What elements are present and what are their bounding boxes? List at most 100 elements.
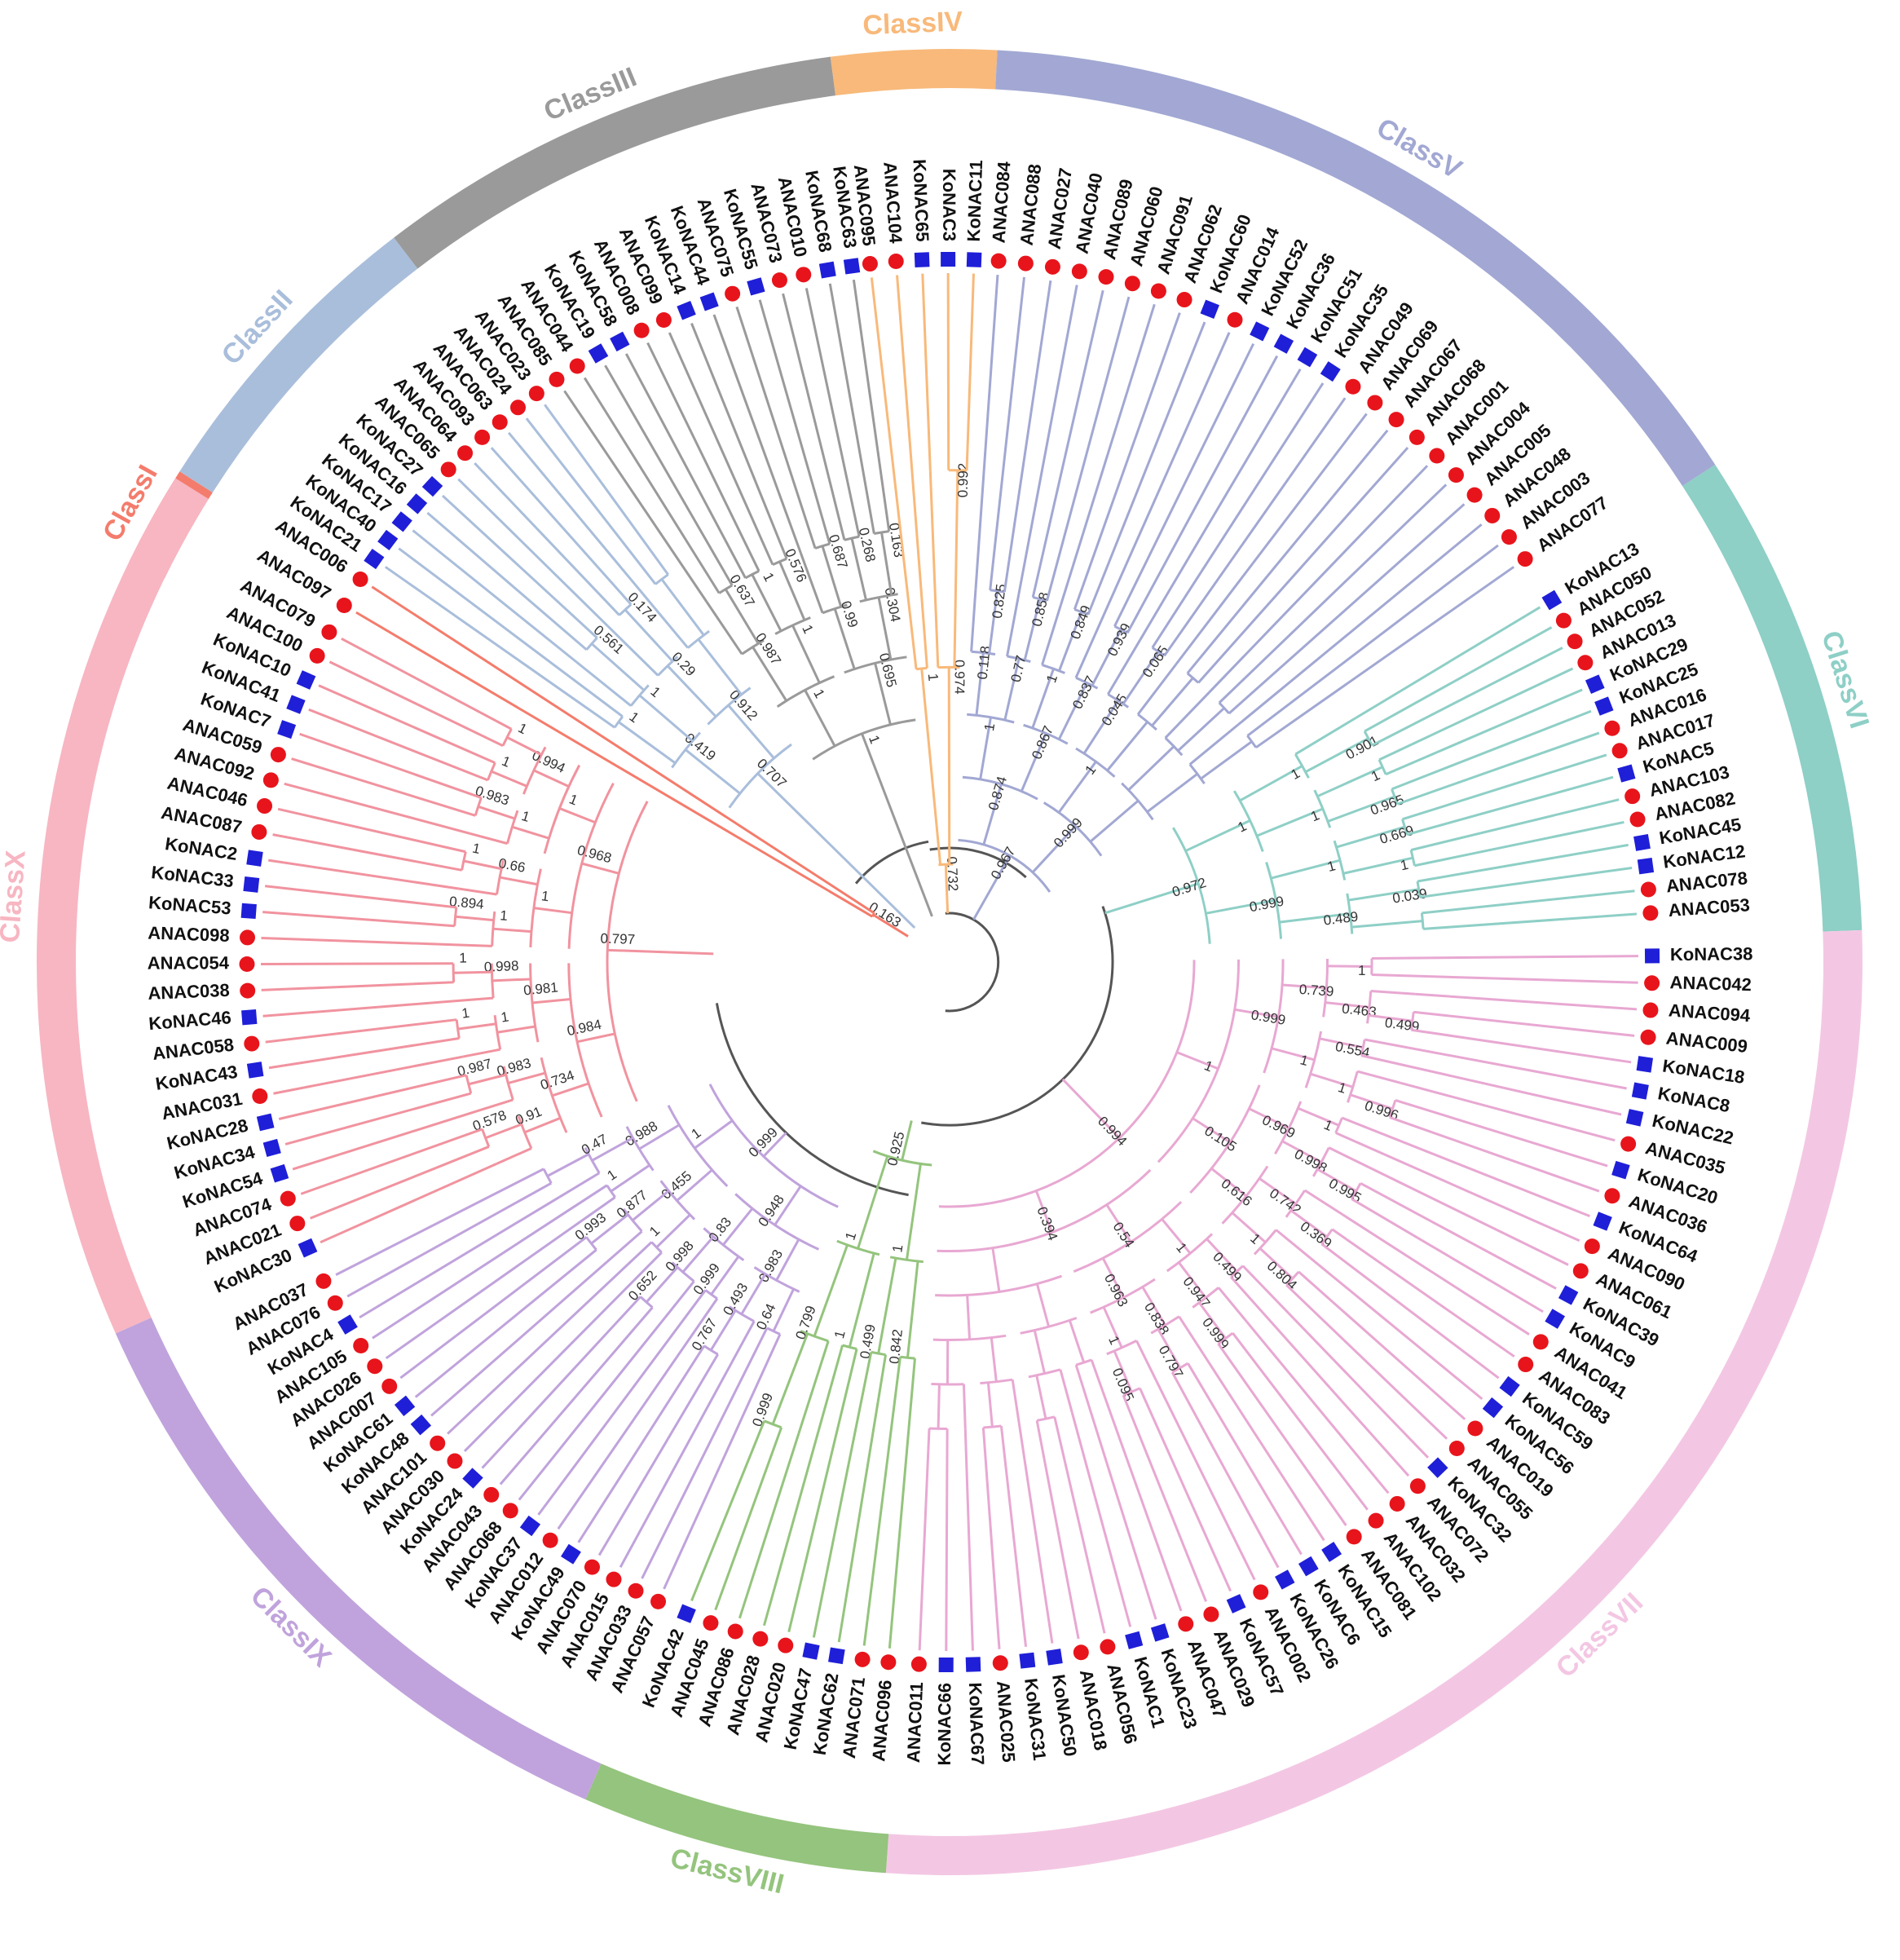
leaf-branch xyxy=(1389,1116,1600,1193)
internal-branch xyxy=(499,876,538,886)
leaf-branch xyxy=(272,833,462,872)
internal-branch xyxy=(1370,989,1416,995)
leaf-branch xyxy=(888,1358,916,1649)
support-value: 0.095 xyxy=(1109,1366,1137,1404)
class-ring-segment xyxy=(115,1318,602,1800)
internal-branch xyxy=(1057,682,1088,740)
support-value: 1 xyxy=(646,1223,663,1239)
konac-marker xyxy=(277,720,297,739)
clade-arc xyxy=(734,1193,820,1251)
backbone-arc xyxy=(921,906,1114,1127)
clade-arc xyxy=(1188,763,1206,784)
clade-arc xyxy=(971,650,996,656)
internal-branch xyxy=(1176,1051,1219,1070)
internal-branch xyxy=(1328,1146,1369,1168)
anac-marker xyxy=(752,1631,769,1647)
leaf-branch xyxy=(1422,890,1635,915)
leaf-branch xyxy=(1070,1412,1132,1627)
internal-branch xyxy=(1297,1106,1340,1127)
support-value: 0.987 xyxy=(752,630,784,668)
anac-marker xyxy=(633,322,650,338)
leaf-label: KoNAC11 xyxy=(963,160,986,242)
leaf-label: ANAC104 xyxy=(879,161,906,245)
leaf-label: KoNAC50 xyxy=(1048,1673,1081,1758)
leaf-branch xyxy=(896,275,928,669)
clade-arc xyxy=(542,1168,553,1184)
leaf-branch xyxy=(663,1333,782,1590)
internal-branch xyxy=(457,1022,496,1031)
class-ring-segment xyxy=(394,56,836,269)
anac-marker xyxy=(1640,1029,1656,1045)
internal-branch xyxy=(581,862,619,875)
konac-marker xyxy=(1427,1457,1448,1478)
anac-marker xyxy=(381,1378,398,1394)
leaf-label: ANAC084 xyxy=(988,160,1014,244)
leaf-branch xyxy=(1351,1198,1544,1313)
internal-branch xyxy=(1006,594,1021,657)
leaf-branch xyxy=(577,1345,706,1543)
konac-marker xyxy=(240,903,257,920)
internal-branch xyxy=(531,997,571,1004)
leaf-branch xyxy=(1331,1228,1515,1358)
konac-marker xyxy=(1200,299,1219,319)
internal-branch xyxy=(1031,825,1077,873)
internal-branch xyxy=(606,1230,643,1264)
clade-arc xyxy=(522,746,547,795)
konac-marker xyxy=(1150,1623,1170,1642)
leaf-branch xyxy=(1395,1098,1608,1168)
leaf-label: KoNAC62 xyxy=(809,1671,843,1756)
support-value: 0.742 xyxy=(1267,1185,1304,1218)
class-ring-segment xyxy=(179,237,418,493)
konac-marker xyxy=(1617,764,1636,783)
internal-branch xyxy=(1068,1319,1086,1363)
leaf-branch xyxy=(335,1168,544,1276)
clade-arc xyxy=(1253,1229,1277,1256)
internal-branch xyxy=(618,721,677,765)
konac-marker xyxy=(243,876,260,893)
leaf-branch xyxy=(1422,912,1638,930)
leaf-branch xyxy=(1371,973,1638,984)
anac-marker xyxy=(862,256,878,272)
leaf-label: ANAC025 xyxy=(993,1680,1019,1764)
internal-branch xyxy=(920,668,942,865)
internal-branch xyxy=(990,1337,998,1382)
internal-branch xyxy=(676,1168,713,1202)
internal-branch xyxy=(730,1320,756,1363)
internal-branch xyxy=(1327,965,1372,968)
leaf-branch xyxy=(346,1181,553,1298)
clade-arc xyxy=(1121,782,1154,821)
internal-branch xyxy=(697,638,743,695)
internal-branch xyxy=(774,1185,802,1226)
konac-marker xyxy=(1499,1375,1520,1397)
internal-branch xyxy=(1206,1238,1238,1273)
leaf-branch xyxy=(1241,1265,1430,1459)
leaf-branch xyxy=(328,660,504,748)
internal-branch xyxy=(1020,732,1047,792)
clade-arc xyxy=(1189,1084,1261,1194)
internal-branch xyxy=(1035,1375,1047,1419)
clade-arc xyxy=(718,584,733,594)
support-value: 0.838 xyxy=(1141,1300,1172,1337)
anac-marker xyxy=(1073,1644,1089,1661)
internal-branch xyxy=(833,608,856,670)
internal-branch xyxy=(1239,765,1303,802)
leaf-label: KoNAC43 xyxy=(154,1062,239,1094)
internal-branch xyxy=(857,1155,889,1249)
backbone-arc xyxy=(929,846,1027,879)
leaf-branch xyxy=(318,684,496,764)
leaf-branch xyxy=(1414,820,1624,867)
support-value: 0.974 xyxy=(952,660,968,695)
leaf-branch xyxy=(1017,1423,1054,1644)
internal-branch xyxy=(710,1256,740,1296)
leaf-branch xyxy=(1208,465,1429,694)
anac-marker xyxy=(1368,1512,1384,1529)
internal-branch xyxy=(524,1116,562,1134)
internal-branch xyxy=(1316,1168,1357,1193)
konac-marker xyxy=(1046,1649,1063,1666)
internal-branch xyxy=(684,748,741,795)
internal-branch xyxy=(850,537,867,601)
konac-marker xyxy=(966,252,982,267)
leaf-branch xyxy=(1360,1181,1557,1290)
anac-marker xyxy=(1572,1263,1589,1279)
anac-marker xyxy=(854,1651,871,1667)
